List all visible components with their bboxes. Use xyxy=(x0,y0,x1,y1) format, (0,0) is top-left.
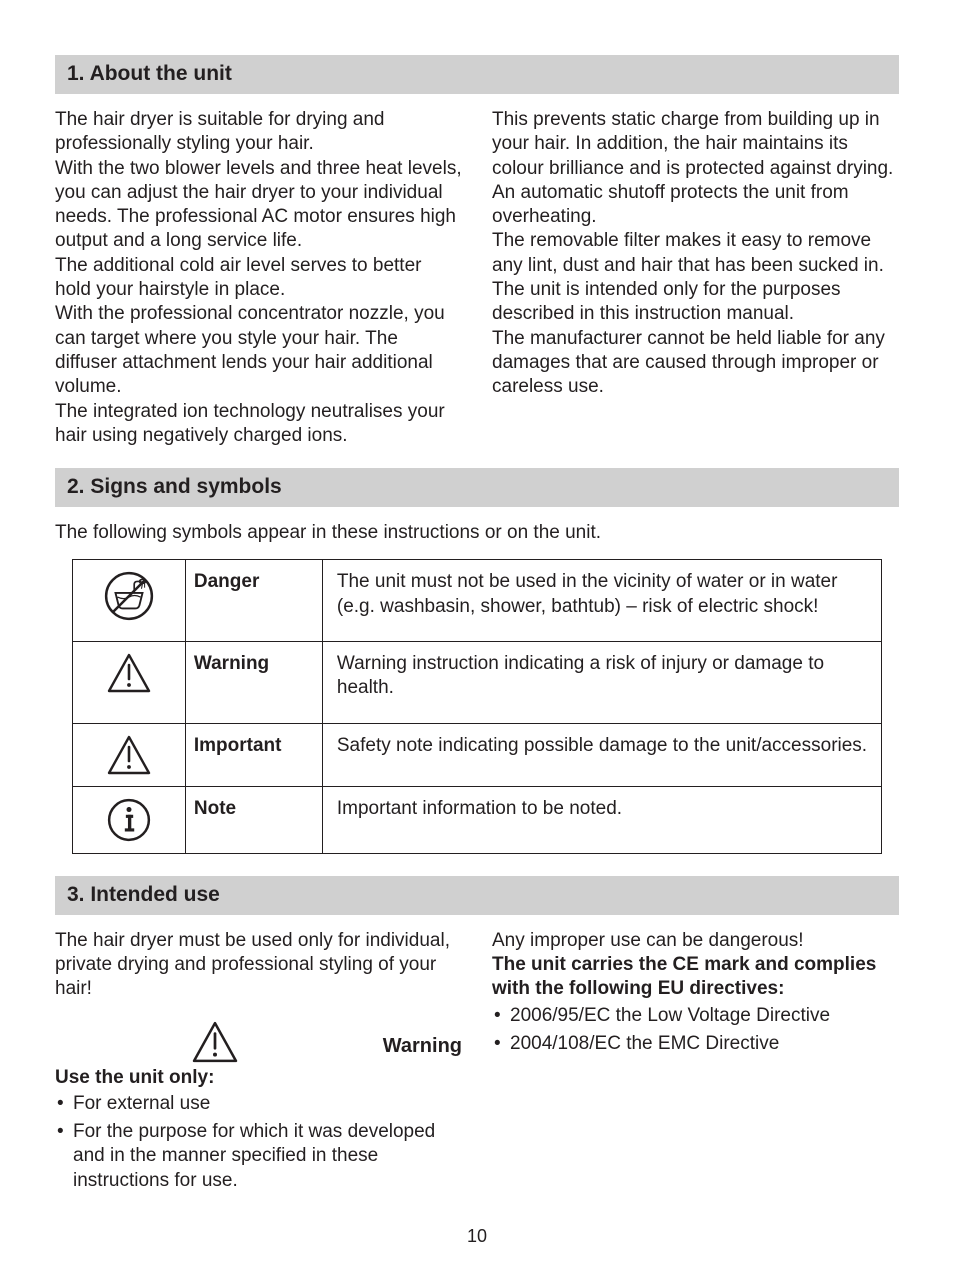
info-icon xyxy=(72,786,185,853)
warning-heading: Warning xyxy=(55,1020,462,1064)
triangle-icon xyxy=(72,723,185,786)
page-number: 10 xyxy=(55,1225,899,1248)
directives-list: 2006/95/EC the Low Voltage Directive 2004… xyxy=(492,1004,899,1057)
symbols-table: DangerThe unit must not be used in the v… xyxy=(72,559,882,853)
section-1-col-1-text: The hair dryer is suitable for drying an… xyxy=(55,108,462,448)
symbol-description: Important information to be noted. xyxy=(322,786,881,853)
section-3-col-2-line1: Any improper use can be dangerous! xyxy=(492,929,899,953)
list-item: 2004/108/EC the EMC Directive xyxy=(492,1032,899,1056)
section-3-col-1-intro: The hair dryer must be used only for ind… xyxy=(55,929,462,1002)
section-3-col-2-bold: The unit carries the CE mark and complie… xyxy=(492,953,899,1002)
section-3-header: 3. Intended use xyxy=(55,876,899,915)
section-3-col-1: The hair dryer must be used only for ind… xyxy=(55,929,462,1198)
symbol-label: Note xyxy=(185,786,322,853)
use-only-heading: Use the unit only: xyxy=(55,1066,462,1090)
section-1-col-2: This prevents static charge from buildin… xyxy=(492,108,899,448)
table-row: WarningWarning instruction indicating a … xyxy=(72,642,881,724)
table-row: DangerThe unit must not be used in the v… xyxy=(72,560,881,642)
no-water-icon xyxy=(72,560,185,642)
use-only-list: For external use For the purpose for whic… xyxy=(55,1092,462,1193)
symbol-label: Important xyxy=(185,723,322,786)
warning-label: Warning xyxy=(383,1034,462,1064)
section-1-col-1: The hair dryer is suitable for drying an… xyxy=(55,108,462,448)
section-2-header: 2. Signs and symbols xyxy=(55,468,899,507)
list-item: 2006/95/EC the Low Voltage Directive xyxy=(492,1004,899,1028)
symbol-description: Warning instruction indicating a risk of… xyxy=(322,642,881,724)
symbol-label: Warning xyxy=(185,642,322,724)
table-row: NoteImportant information to be noted. xyxy=(72,786,881,853)
symbol-description: The unit must not be used in the vicinit… xyxy=(322,560,881,642)
section-3-body: The hair dryer must be used only for ind… xyxy=(55,929,899,1198)
symbol-label: Danger xyxy=(185,560,322,642)
triangle-icon xyxy=(72,642,185,724)
list-item: For the purpose for which it was develop… xyxy=(55,1120,462,1193)
section-1-header: 1. About the unit xyxy=(55,55,899,94)
section-3-col-2: Any improper use can be dangerous! The u… xyxy=(492,929,899,1198)
list-item: For external use xyxy=(55,1092,462,1116)
warning-triangle-icon xyxy=(191,1020,239,1064)
symbol-description: Safety note indicating possible damage t… xyxy=(322,723,881,786)
section-2-intro: The following symbols appear in these in… xyxy=(55,521,899,545)
section-1-body: The hair dryer is suitable for drying an… xyxy=(55,108,899,448)
section-1-col-2-text: This prevents static charge from buildin… xyxy=(492,108,899,400)
table-row: ImportantSafety note indicating possible… xyxy=(72,723,881,786)
